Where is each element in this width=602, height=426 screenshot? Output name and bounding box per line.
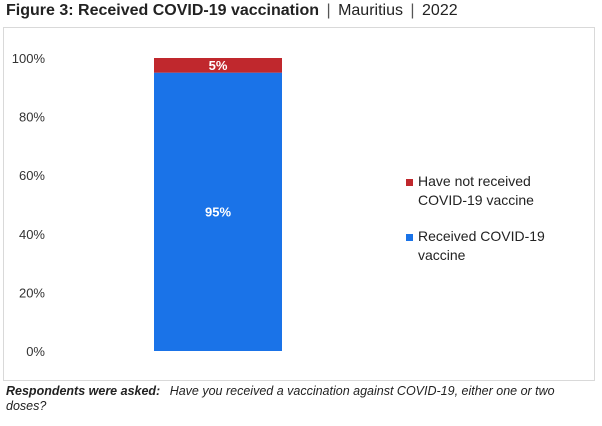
- title-separator-1: |: [326, 2, 331, 19]
- chart-title: Figure 3: Received COVID-19 vaccination …: [6, 2, 458, 20]
- y-tick-label: 80%: [19, 110, 45, 125]
- chart-frame: [3, 27, 595, 381]
- data-label: 95%: [205, 204, 231, 219]
- legend-swatch: [406, 234, 413, 241]
- legend-label: Have not received: [418, 173, 531, 189]
- bar-segment-received: [154, 72, 282, 352]
- data-label: 5%: [209, 58, 228, 73]
- legend-swatch: [406, 179, 413, 186]
- y-tick-label: 20%: [19, 285, 45, 300]
- y-tick-label: 0%: [26, 344, 45, 359]
- legend-label: vaccine: [418, 247, 466, 263]
- legend-label: Received COVID-19: [418, 228, 545, 244]
- bar-segment-not-received: [154, 58, 282, 73]
- title-separator-2: |: [410, 2, 415, 19]
- legend-label: COVID-19 vaccine: [418, 192, 534, 208]
- title-country: Mauritius: [338, 2, 403, 19]
- title-year: 2022: [422, 2, 458, 19]
- footnote-question: Have you received a vaccination against …: [6, 384, 555, 413]
- footnote-lead: Respondents were asked:: [6, 384, 161, 398]
- y-tick-label: 100%: [12, 51, 46, 66]
- title-main: Figure 3: Received COVID-19 vaccination: [6, 2, 319, 19]
- footnote: Respondents were asked: Have you receive…: [6, 384, 598, 414]
- y-tick-label: 60%: [19, 168, 45, 183]
- y-tick-label: 40%: [19, 227, 45, 242]
